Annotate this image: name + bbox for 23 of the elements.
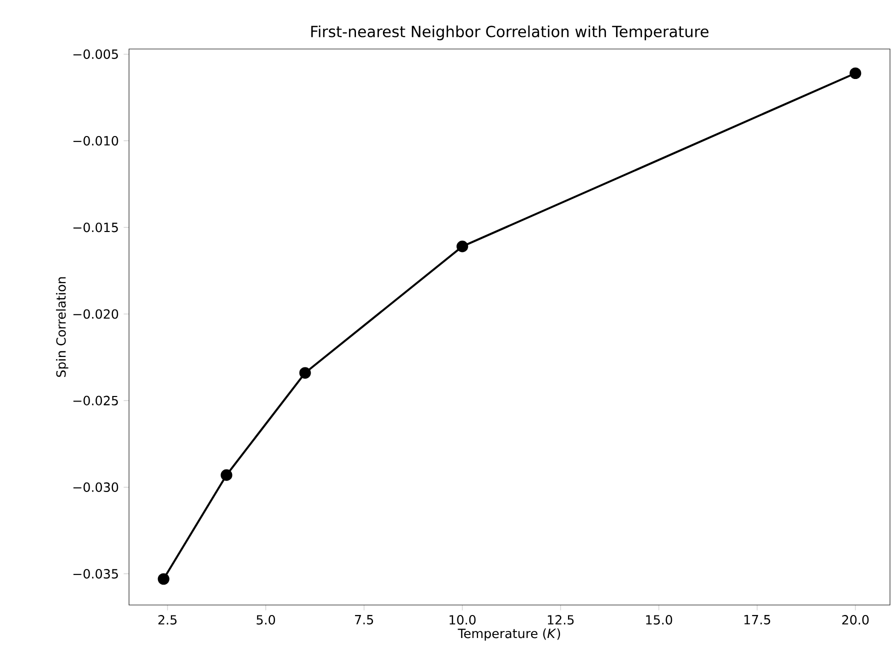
point xyxy=(220,469,232,481)
y-tick-label: −0.010 xyxy=(73,136,118,146)
point xyxy=(456,240,468,252)
y-tick-label: −0.005 xyxy=(73,49,118,59)
point xyxy=(299,367,311,379)
x-axis-title: Temperature (K) xyxy=(458,628,560,641)
x-tick-label: 5.0 xyxy=(256,615,276,625)
x-tick-label: 10.0 xyxy=(450,615,476,625)
point xyxy=(850,67,862,80)
chart-title: First-nearest Neighbor Correlation with Temperature xyxy=(311,25,708,40)
x-tick-label: 2.5 xyxy=(158,615,177,625)
point xyxy=(158,573,170,585)
y-tick-label: −0.020 xyxy=(73,309,118,319)
y-tick-label: −0.030 xyxy=(73,482,118,492)
x-tick-label: 15.0 xyxy=(646,615,672,625)
y-tick-label: −0.015 xyxy=(73,222,118,232)
x-tick-label: 7.5 xyxy=(355,615,374,624)
x-tick-label: 17.5 xyxy=(744,615,770,624)
x-tick-label: 20.0 xyxy=(842,615,869,625)
y-tick-label: −0.025 xyxy=(73,396,118,406)
y-tick-label: −0.035 xyxy=(73,569,118,579)
x-tick-label: 12.5 xyxy=(548,615,574,625)
y-axis-title: Spin Correlation xyxy=(56,277,68,377)
